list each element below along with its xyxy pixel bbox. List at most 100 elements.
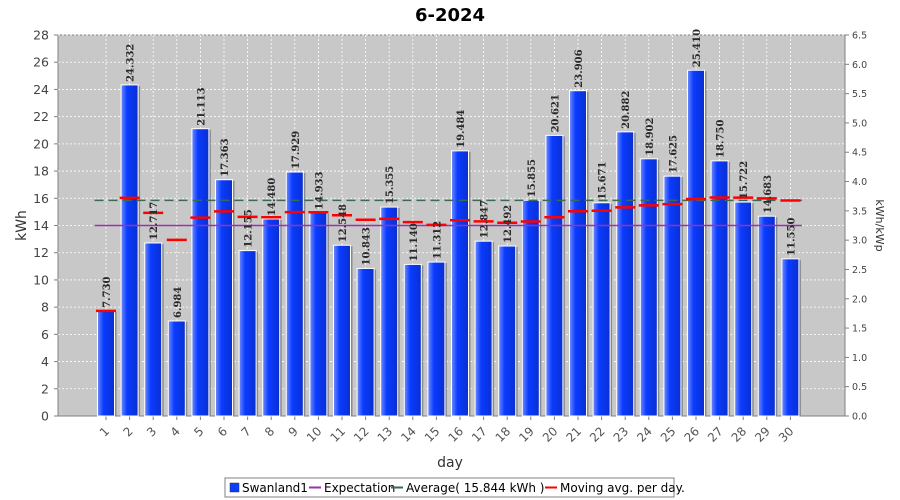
- bar-value-label: 11.312: [432, 221, 443, 259]
- legend-swatch-swanland1: [229, 482, 240, 493]
- bar: [734, 201, 753, 417]
- bar-value-label: 24.332: [126, 44, 137, 82]
- bar-value-label: 14.683: [763, 175, 774, 213]
- bar-value-label: 15.722: [739, 161, 750, 199]
- x-axis-tick-label: 11: [327, 424, 348, 445]
- bar-value-label: 21.113: [196, 87, 207, 125]
- right-axis-tick-label: 0.5: [852, 382, 867, 393]
- x-axis-tick-label: 19: [516, 424, 537, 445]
- x-axis-tick-label: 4: [168, 424, 183, 439]
- x-axis-tick-label: 1: [97, 424, 112, 439]
- x-axis-tick-label: 22: [587, 424, 608, 445]
- bar: [569, 90, 587, 417]
- bar-value-label: 14.933: [314, 171, 325, 209]
- right-axis-tick-label: 0.0: [852, 412, 867, 423]
- right-axis-tick-label: 1.5: [852, 324, 867, 335]
- x-axis-tick-label: 8: [262, 424, 277, 439]
- x-axis-tick-label: 27: [705, 424, 726, 445]
- bar-value-label: 17.929: [291, 131, 302, 169]
- bar: [356, 267, 375, 417]
- moving-average-series: [96, 196, 801, 313]
- right-axis-tick-label: 3.5: [852, 206, 867, 217]
- bar-value-label: 15.355: [385, 166, 396, 204]
- left-axis-tick-label: 24: [33, 82, 49, 97]
- right-axis-tick-label: 4.0: [852, 177, 867, 188]
- bar-value-label: 7.730: [102, 276, 113, 307]
- legend-label-average: Average( 15.844 kWh ): [406, 481, 545, 495]
- left-axis-tick-label: 4: [41, 354, 49, 369]
- bar: [167, 320, 186, 417]
- bar: [545, 134, 564, 417]
- right-axis: 0.0 0.5 1.0 1.5 2.0 2.5 3.0 3.5 4.0 4.5 5.0 5.5 6.0 6…: [845, 31, 886, 423]
- bar-value-label: 17.363: [220, 138, 231, 176]
- bar-value-label: 12.847: [480, 200, 491, 238]
- bar: [521, 199, 540, 417]
- left-axis-tick-label: 10: [33, 272, 49, 287]
- left-axis-tick-label: 12: [33, 245, 49, 260]
- bar: [144, 242, 163, 417]
- left-axis-tick-label: 18: [33, 164, 49, 179]
- x-axis-tick-label: 20: [540, 424, 561, 445]
- bar-value-label: 11.140: [409, 223, 420, 261]
- bar: [592, 202, 611, 417]
- bar-value-label: 19.484: [456, 110, 467, 148]
- bar-value-label: 12.717: [149, 202, 160, 240]
- x-axis-tick-label: 13: [375, 424, 396, 445]
- x-axis-tick-label: 29: [752, 424, 773, 445]
- right-axis-tick-label: 6.0: [852, 60, 867, 71]
- bar-value-label: 25.410: [692, 29, 703, 67]
- bar: [262, 218, 281, 417]
- bar: [285, 171, 304, 417]
- bar: [380, 206, 399, 417]
- x-axis-tick-label: 30: [776, 424, 797, 445]
- left-axis-tick-label: 16: [33, 191, 49, 206]
- bar-value-label: 12.492: [503, 205, 514, 243]
- left-axis-tick-label: 26: [33, 55, 49, 70]
- bar: [97, 310, 115, 417]
- left-axis-tick-label: 2: [41, 381, 49, 396]
- bar-value-label: 15.855: [527, 159, 538, 197]
- left-axis-tick-label: 8: [41, 300, 49, 315]
- bar-value-label: 10.843: [362, 227, 373, 265]
- x-axis-tick-label: 7: [238, 424, 253, 439]
- legend-label-moving-average: Moving avg. per day.: [560, 481, 685, 495]
- right-axis-tick-label: 2.0: [852, 294, 867, 305]
- bar-value-labels: 7.730 24.332 12.717 6.984 21.113 17.363 12.155…: [102, 29, 797, 318]
- bar: [687, 69, 705, 417]
- bar-value-label: 11.550: [786, 218, 797, 256]
- bar-value-label: 18.902: [645, 117, 656, 155]
- bar: [498, 245, 517, 417]
- right-axis-tick-label: 5.5: [852, 89, 867, 100]
- bar: [309, 212, 328, 417]
- bar-value-label: 20.882: [621, 91, 632, 129]
- legend-label-swanland1: Swanland1: [242, 481, 308, 495]
- bar: [663, 175, 682, 417]
- legend-box: [224, 477, 675, 498]
- left-axis-tick-label: 28: [33, 28, 49, 43]
- bar-value-label: 12.155: [244, 209, 255, 247]
- legend-label-expectation: Expectation: [324, 481, 395, 495]
- bar: [781, 258, 800, 417]
- bar-value-label: 15.671: [598, 161, 609, 199]
- bar-value-label: 20.621: [550, 94, 561, 132]
- right-axis-tick-label: 4.5: [852, 148, 867, 159]
- bar: [427, 261, 446, 417]
- x-axis-tick-label: 5: [191, 424, 206, 439]
- x-axis-tick-label: 26: [681, 424, 702, 445]
- left-axis-tick-label: 6: [41, 327, 49, 342]
- right-axis-tick-label: 6.5: [852, 31, 867, 42]
- left-axis-label: kWh: [14, 210, 30, 241]
- bar: [616, 131, 635, 417]
- x-axis-tick-label: 6: [215, 424, 230, 439]
- left-axis-tick-label: 22: [33, 109, 49, 124]
- bar: [451, 150, 469, 417]
- x-axis-tick-label: 12: [351, 424, 372, 445]
- x-axis-tick-label: 17: [469, 424, 490, 445]
- chart-title: 6-2024: [415, 5, 485, 26]
- x-axis: 1 2 3 4 5 6 7 8 9 10 11 12 13 14 15 16 17 18 19 20 21 22 23 24 2…: [97, 416, 797, 471]
- x-axis-tick-label: 18: [493, 424, 514, 445]
- bar: [639, 158, 658, 417]
- bar: [403, 263, 422, 417]
